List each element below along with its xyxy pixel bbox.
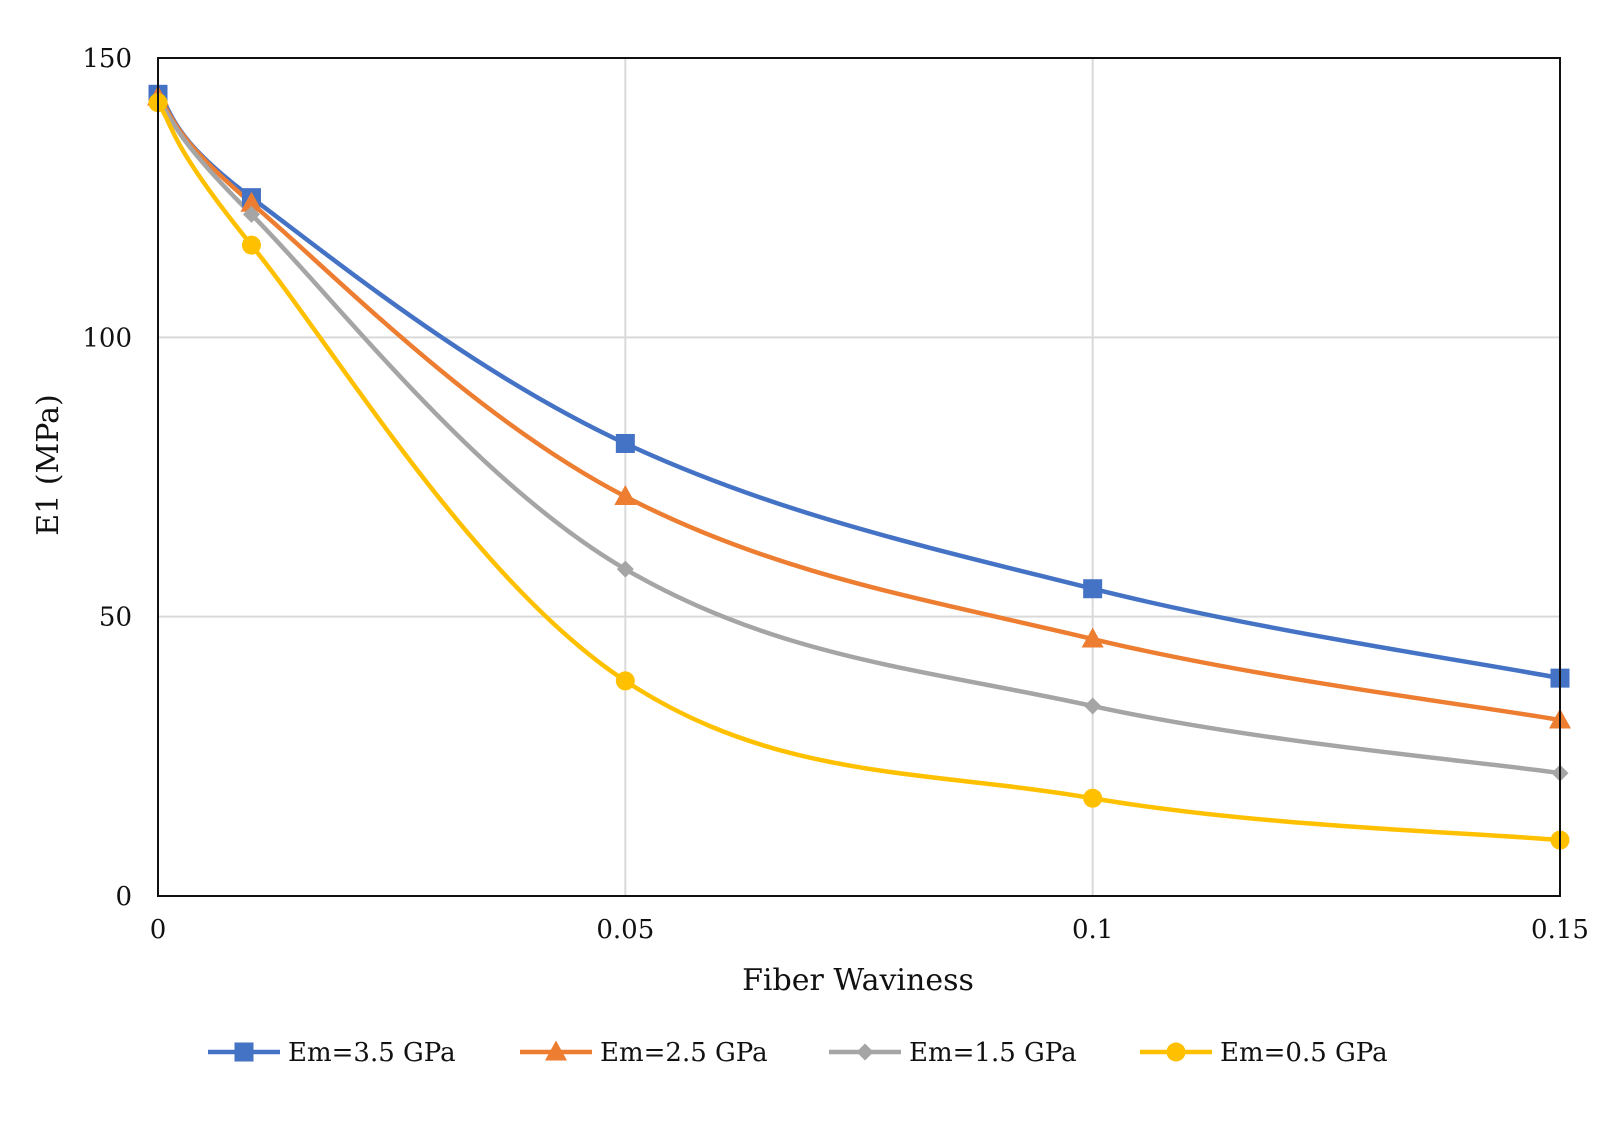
x-tick-label: 0.15	[1531, 915, 1589, 945]
data-point	[614, 485, 637, 506]
y-tick-label: 100	[82, 323, 132, 353]
series-line-4	[156, 101, 1561, 843]
legend-item-1: Em=3.5 GPa	[208, 1038, 456, 1068]
legend-marker	[545, 1040, 567, 1061]
y-tick-label: 50	[99, 603, 132, 633]
series-line-2	[156, 95, 1561, 723]
x-axis-title: Fiber Waviness	[742, 963, 974, 998]
legend-label: Em=2.5 GPa	[600, 1038, 768, 1068]
y-axis-ticks: 0 50 100 150	[82, 44, 132, 912]
grid-lines	[157, 57, 1561, 897]
x-tick-label: 0	[150, 915, 167, 945]
data-point	[1081, 627, 1104, 648]
plot-area-frame	[157, 57, 1561, 897]
y-tick-label: 150	[82, 44, 132, 74]
legend-label: Em=1.5 GPa	[909, 1038, 1077, 1068]
data-point	[615, 433, 635, 453]
data-point	[242, 205, 260, 223]
legend-label: Em=0.5 GPa	[1220, 1038, 1388, 1068]
x-tick-label: 0.05	[596, 915, 654, 945]
y-axis-title: E1 (MPa)	[31, 394, 66, 535]
series-lines	[156, 92, 1561, 843]
legend-marker	[1166, 1042, 1186, 1062]
y-tick-label: 0	[115, 882, 132, 912]
data-point	[241, 235, 261, 255]
data-point	[1083, 788, 1103, 808]
x-axis-ticks: 0 0.05 0.1 0.15	[150, 915, 1589, 945]
data-point	[616, 560, 634, 578]
legend-label: Em=3.5 GPa	[288, 1038, 456, 1068]
data-point	[615, 671, 635, 691]
legend-item-2: Em=2.5 GPa	[520, 1038, 768, 1068]
legend-item-4: Em=0.5 GPa	[1140, 1038, 1388, 1068]
legend-item-3: Em=1.5 GPa	[829, 1038, 1077, 1068]
data-point	[240, 191, 263, 212]
series-line-1	[156, 92, 1561, 681]
series-line-3	[156, 98, 1561, 776]
legend: Em=3.5 GPa Em=2.5 GPa Em=1.5 GPa Em=0.5 GPa	[208, 1038, 1388, 1068]
legend-marker	[234, 1042, 254, 1062]
data-point	[1083, 579, 1103, 599]
legend-marker	[856, 1043, 874, 1061]
x-tick-label: 0.1	[1072, 915, 1113, 945]
data-point	[1084, 697, 1102, 715]
series-markers	[147, 84, 1571, 850]
